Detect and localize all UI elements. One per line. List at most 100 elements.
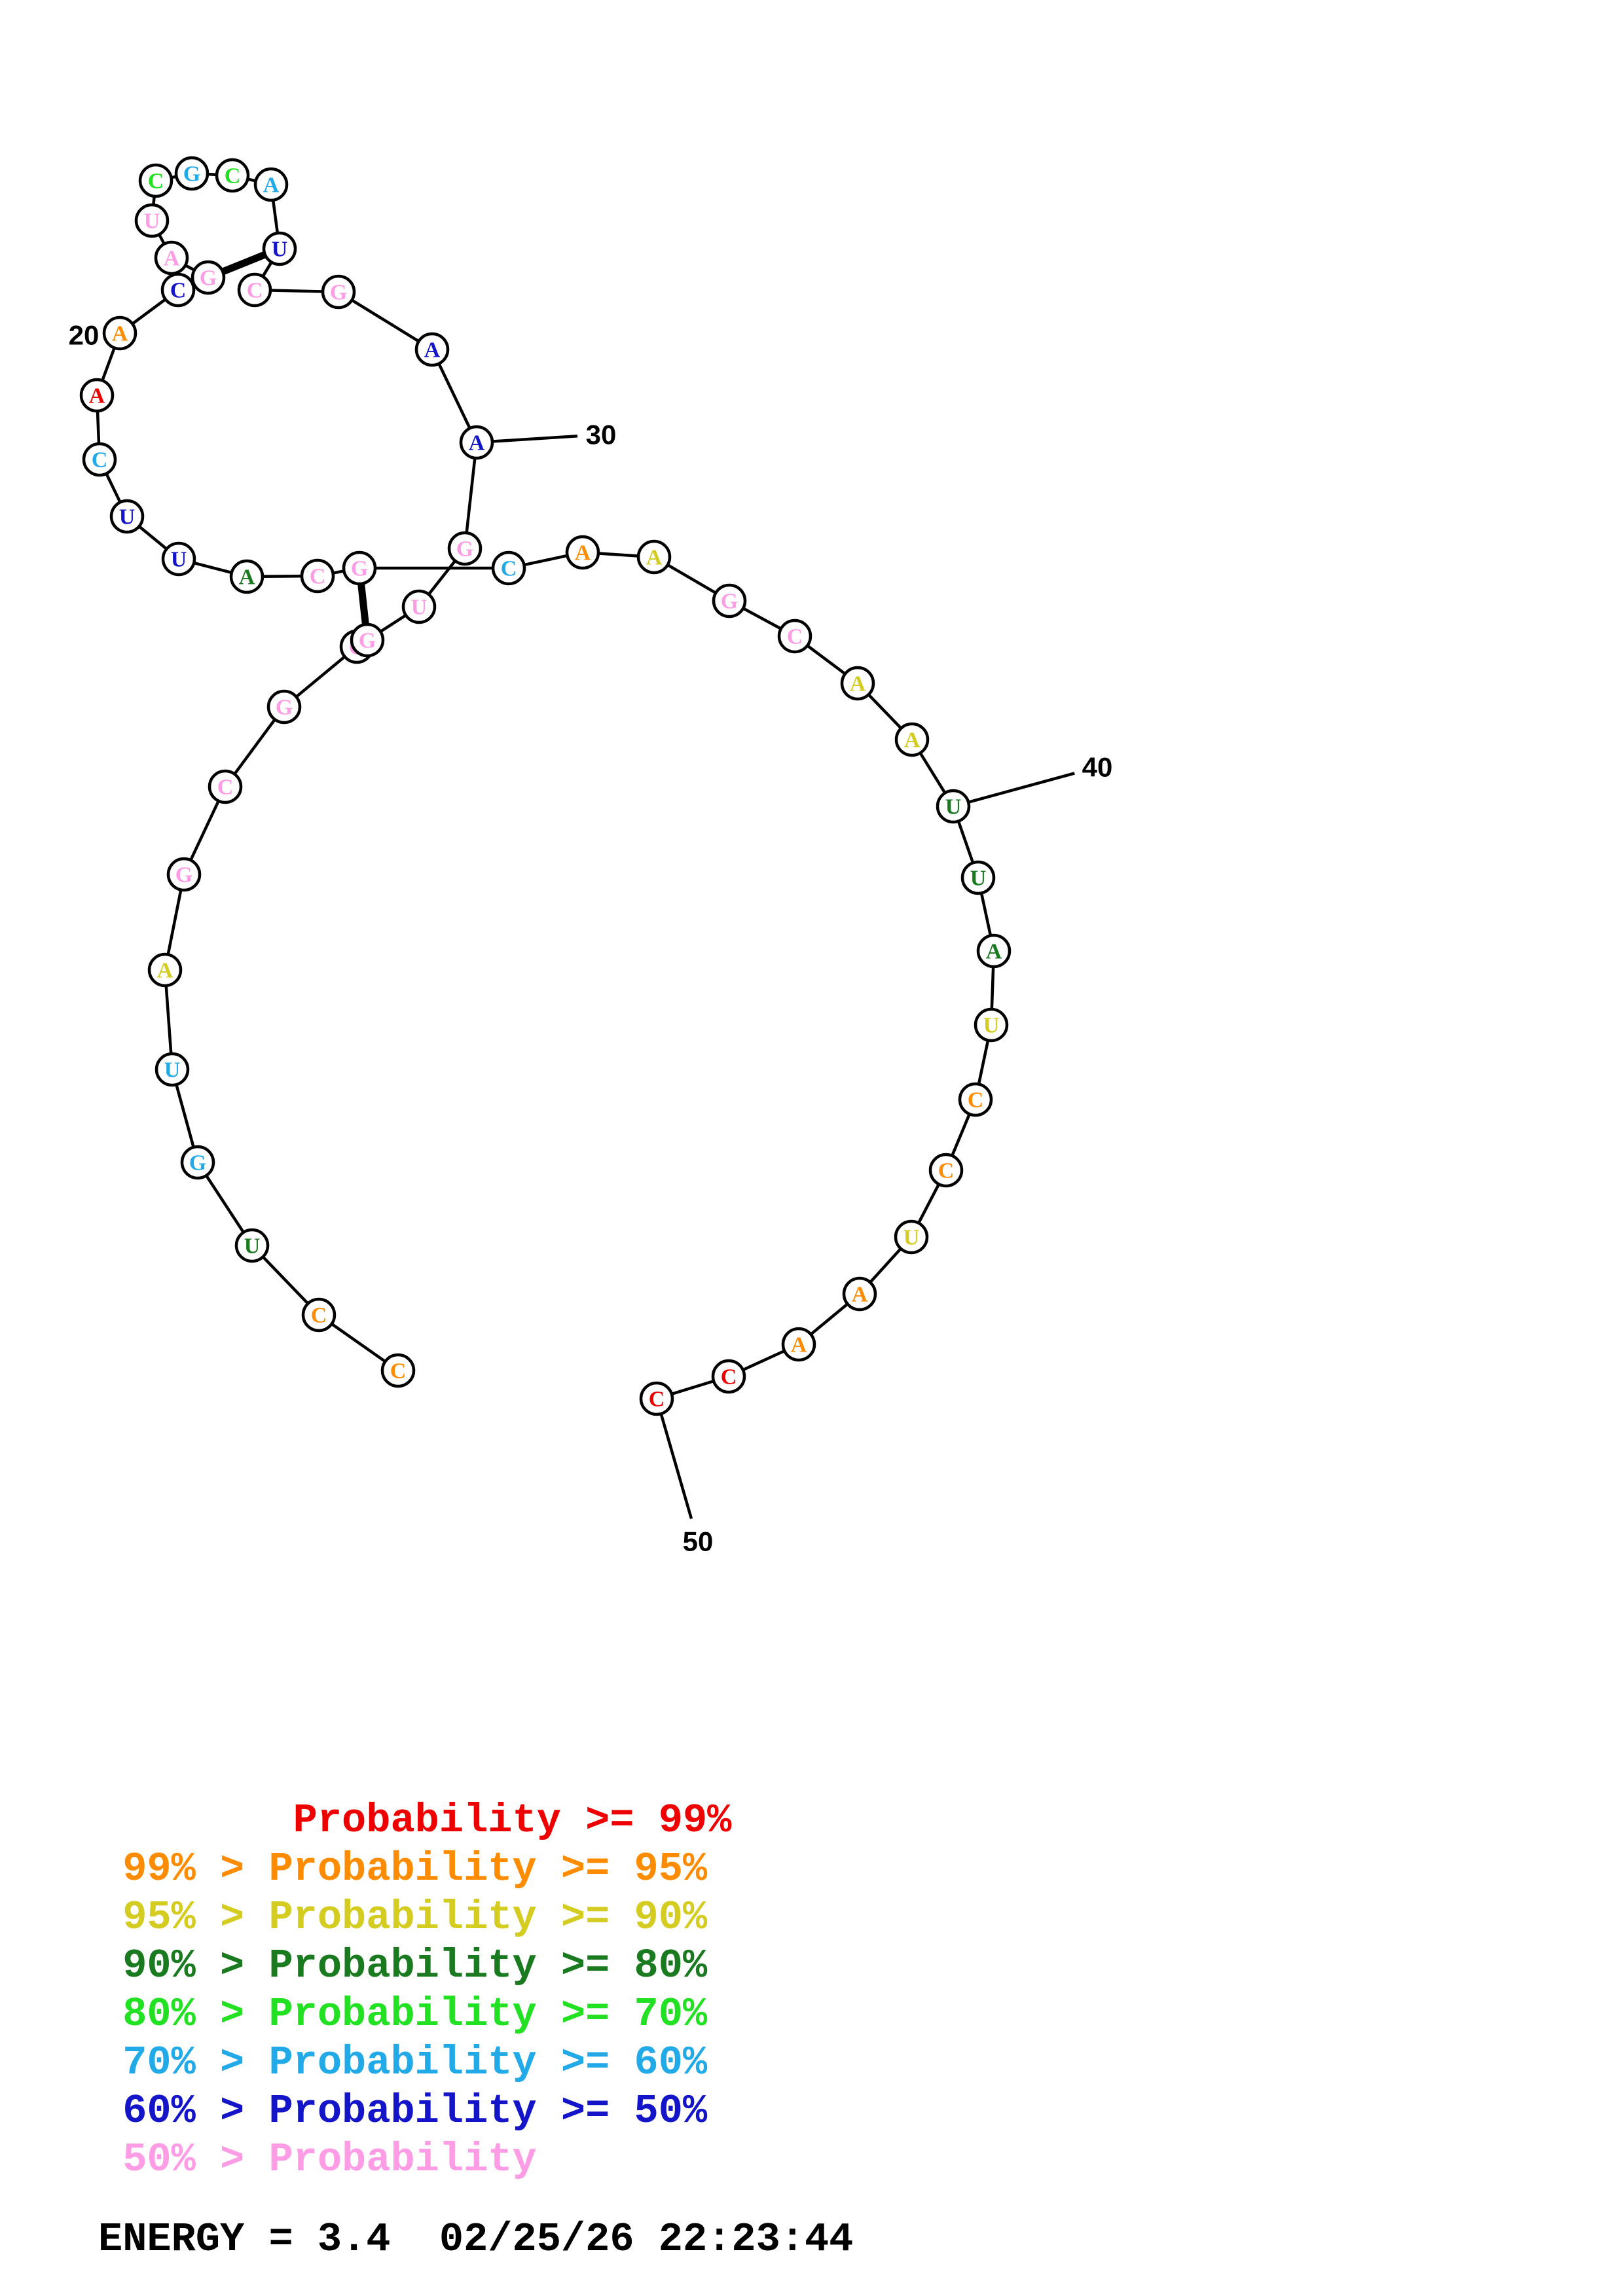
nucleotide-letter: G xyxy=(175,863,192,888)
nucleotide-circle xyxy=(234,1228,270,1263)
nucleotide-circle xyxy=(960,860,996,895)
nucleotide-node[interactable]: U xyxy=(134,203,170,238)
nucleotide-letter: G xyxy=(456,537,473,562)
nucleotide-letter: A xyxy=(469,431,485,456)
nucleotide-letter: U xyxy=(272,238,288,262)
numbering-label: 20 xyxy=(69,320,100,351)
nucleotide-letter: G xyxy=(721,590,738,614)
nucleotide-node[interactable]: A xyxy=(414,332,450,367)
backbone-segment xyxy=(206,172,219,177)
base-pair-bond xyxy=(219,251,269,276)
numbering-tick-line xyxy=(659,1413,693,1520)
nucleotide-node[interactable]: G xyxy=(166,857,202,892)
nucleotide-node[interactable]: A xyxy=(229,559,264,594)
backbone-segment xyxy=(204,1174,246,1234)
nucleotide-node[interactable]: G xyxy=(712,583,747,619)
backbone-segment xyxy=(131,298,167,325)
nucleotide-node[interactable]: G xyxy=(174,156,210,191)
nucleotide-node[interactable]: A xyxy=(102,315,137,351)
nucleotide-circle xyxy=(459,425,494,460)
nucleotide-node[interactable]: G xyxy=(342,550,377,586)
nucleotide-node[interactable]: A xyxy=(253,167,289,202)
backbone-segment xyxy=(232,718,277,776)
nucleotide-node[interactable]: G xyxy=(191,260,226,295)
nucleotide-node[interactable]: C xyxy=(300,558,335,594)
nucleotide-letter: G xyxy=(359,629,376,653)
nucleotide-letter: A xyxy=(646,546,663,570)
nucleotide-node[interactable]: U xyxy=(936,789,971,824)
nucleotide-node[interactable]: U xyxy=(234,1228,270,1263)
nucleotide-node[interactable]: G xyxy=(350,622,385,658)
nucleotide-circle xyxy=(491,550,526,586)
backbone-segment xyxy=(330,1322,387,1363)
nucleotide-circle xyxy=(300,558,335,594)
nucleotide-circle xyxy=(79,378,115,413)
nucleotide-node[interactable]: C xyxy=(491,550,526,586)
legend-row: 80% > Probability >= 70% xyxy=(98,1991,708,2037)
nucleotide-node[interactable]: G xyxy=(180,1145,215,1180)
nucleotide-node[interactable]: U xyxy=(974,1007,1009,1043)
nucleotide-node[interactable]: A xyxy=(154,240,189,276)
nucleotide-circle xyxy=(160,272,196,308)
nucleotide-node[interactable]: G xyxy=(321,274,356,310)
nucleotide-circle xyxy=(266,689,302,725)
backbone-segment xyxy=(867,693,903,730)
nucleotide-node[interactable]: U xyxy=(894,1219,929,1255)
nucleotide-layer: CCUGUAGCGCGUGAAGCUACGCUAGCAACUUACGCAAGCA… xyxy=(79,156,1012,1416)
backbone-segment xyxy=(378,613,408,634)
nucleotide-node[interactable]: U xyxy=(401,589,437,624)
nucleotide-node[interactable]: C xyxy=(301,1297,337,1333)
nucleotide-node[interactable]: C xyxy=(82,442,117,477)
nucleotide-letter: A xyxy=(263,173,280,198)
nucleotide-letter: C xyxy=(721,1365,737,1390)
nucleotide-node[interactable]: A xyxy=(976,933,1012,969)
nucleotide-node[interactable]: U xyxy=(161,541,196,577)
nucleotide-letter: G xyxy=(183,162,200,187)
nucleotide-node[interactable]: U xyxy=(155,1052,190,1087)
nucleotide-letter: C xyxy=(310,565,326,589)
nucleotide-node[interactable]: C xyxy=(928,1153,964,1188)
nucleotide-letter: U xyxy=(171,548,187,572)
nucleotide-node[interactable]: U xyxy=(262,231,297,266)
backbone-segment xyxy=(465,456,477,535)
nucleotide-circle xyxy=(262,231,297,266)
nucleotide-node[interactable]: C xyxy=(160,272,196,308)
nucleotide-letter: G xyxy=(200,266,217,291)
nucleotide-node[interactable]: A xyxy=(842,1276,877,1312)
nucleotide-node[interactable]: A xyxy=(459,425,494,460)
nucleotide-node[interactable]: A xyxy=(781,1327,816,1362)
nucleotide-node[interactable]: C xyxy=(777,619,812,654)
nucleotide-node[interactable]: C xyxy=(380,1353,416,1388)
nucleotide-node[interactable]: C xyxy=(958,1082,993,1117)
nucleotide-node[interactable]: A xyxy=(565,535,600,570)
nucleotide-letter: C xyxy=(247,279,263,303)
nucleotide-letter: U xyxy=(970,867,987,891)
nucleotide-circle xyxy=(174,156,210,191)
nucleotide-node[interactable]: C xyxy=(138,163,173,198)
nucleotide-node[interactable]: U xyxy=(960,860,996,895)
nucleotide-node[interactable]: A xyxy=(840,666,875,701)
nucleotide-node[interactable]: C xyxy=(711,1359,746,1394)
nucleotide-node[interactable]: U xyxy=(109,499,145,534)
nucleotide-letter: A xyxy=(791,1333,807,1357)
nucleotide-node[interactable]: A xyxy=(147,952,183,988)
nucleotide-node[interactable]: A xyxy=(894,722,930,757)
nucleotide-circle xyxy=(321,274,356,310)
nucleotide-node[interactable]: G xyxy=(447,531,483,566)
nucleotide-node[interactable]: G xyxy=(266,689,302,725)
nucleotide-node[interactable]: C xyxy=(215,158,250,193)
nucleotide-node[interactable]: A xyxy=(79,378,115,413)
nucleotide-circle xyxy=(253,167,289,202)
nucleotide-circle xyxy=(147,952,183,988)
nucleotide-circle xyxy=(777,619,812,654)
backbone-segment xyxy=(175,1083,195,1149)
nucleotide-circle xyxy=(237,272,272,308)
nucleotide-node[interactable]: A xyxy=(636,539,672,575)
backbone-segment xyxy=(261,574,304,579)
nucleotide-letter: C xyxy=(92,448,108,473)
nucleotide-circle xyxy=(229,559,264,594)
nucleotide-node[interactable]: C xyxy=(639,1381,674,1416)
nucleotide-node[interactable]: C xyxy=(208,769,243,804)
nucleotide-circle xyxy=(215,158,250,193)
nucleotide-node[interactable]: C xyxy=(237,272,272,308)
